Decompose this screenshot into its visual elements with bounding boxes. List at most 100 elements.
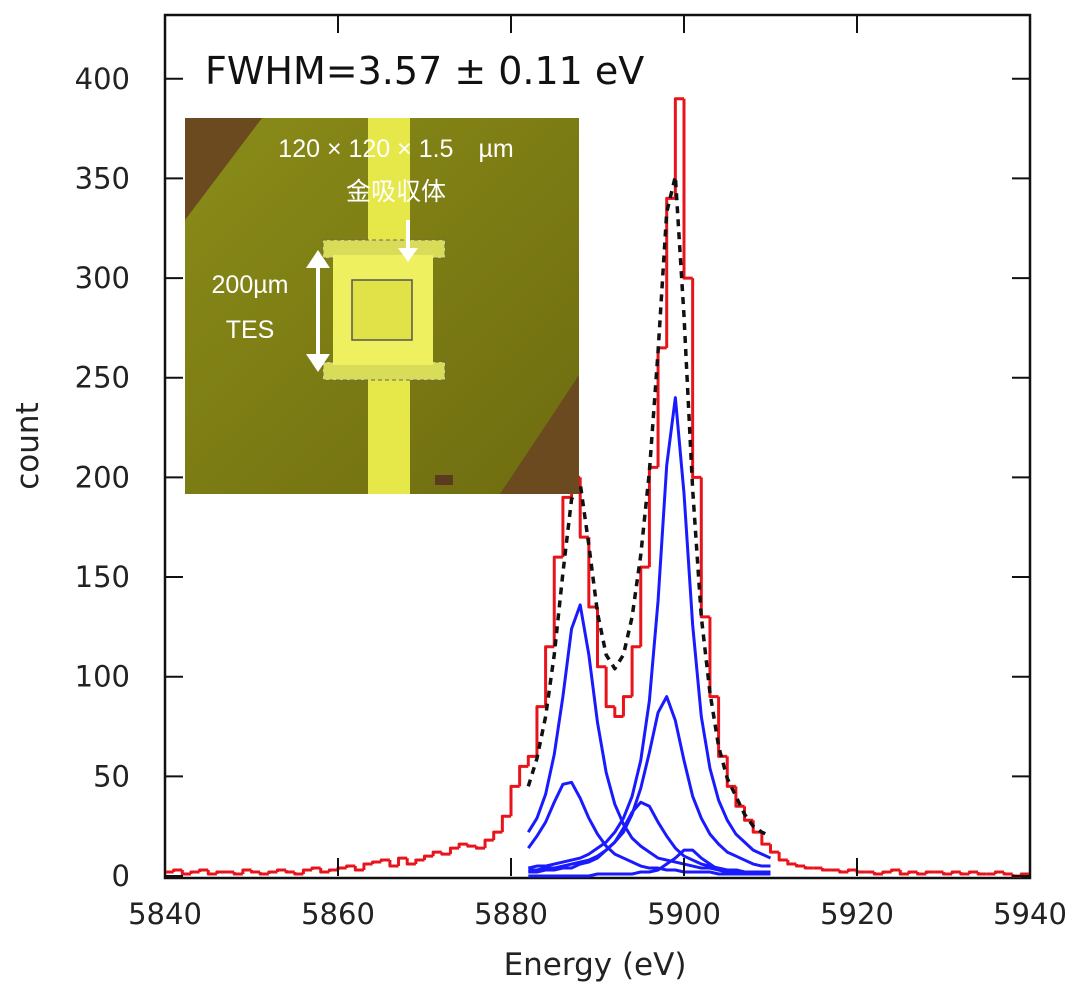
histogram-bin <box>509 784 520 817</box>
histogram-bin <box>691 278 702 479</box>
histogram-bin <box>293 872 304 876</box>
histogram-bin <box>198 868 209 873</box>
histogram-bin <box>405 858 416 866</box>
photo-pad <box>322 239 446 259</box>
y-tick-label: 150 <box>75 560 130 594</box>
axes: 0 50 100 150 200 250 300 350 400 5840 5860 5880 5900… <box>75 15 1067 931</box>
histogram-bin <box>172 868 183 873</box>
histogram-bin <box>665 196 676 348</box>
histogram-bin <box>258 872 269 876</box>
y-tick-label: 0 <box>112 859 130 893</box>
histogram-bin <box>275 868 287 873</box>
component-curve <box>527 396 772 870</box>
histogram-bin <box>777 852 788 862</box>
histogram-bin <box>371 860 382 865</box>
x-tick-label: 5920 <box>820 897 894 931</box>
histogram-bin <box>950 870 961 875</box>
histogram-bin <box>310 866 321 871</box>
histogram-bin <box>215 870 226 875</box>
histogram-bin <box>604 666 615 709</box>
histogram-bin <box>976 872 987 876</box>
histogram-bin <box>613 706 624 719</box>
component-curve <box>528 848 771 878</box>
y-tick-label: 50 <box>93 759 130 793</box>
inset-photo: 120 × 120 × 1.5 µm 金吸収体 200µm TES <box>185 118 579 494</box>
photo-corner <box>500 375 579 494</box>
histogram-bin <box>708 616 719 699</box>
histogram-bin <box>448 846 460 855</box>
histogram-bin <box>803 866 814 870</box>
arrow-head <box>398 248 418 262</box>
histogram-bin <box>587 537 598 609</box>
histogram-bin <box>518 764 529 787</box>
histogram-bin <box>466 844 477 848</box>
y-tick-label: 100 <box>75 660 130 694</box>
histogram-bin <box>967 870 979 875</box>
y-tick-label: 400 <box>75 62 130 96</box>
histogram-bin <box>267 870 278 875</box>
histogram-bin <box>241 868 252 875</box>
y-tick-label: 300 <box>75 261 130 295</box>
histogram-bin <box>734 786 745 808</box>
histogram-bin <box>379 858 390 863</box>
histogram-bin <box>345 864 356 869</box>
x-tick-label: 5940 <box>993 897 1067 931</box>
histogram-bin <box>881 870 892 875</box>
arrow-head <box>306 250 330 268</box>
histogram-bin <box>561 495 572 558</box>
histogram-bin <box>319 868 330 874</box>
x-axis-label: Energy (eV) <box>504 947 687 983</box>
histogram-bin <box>725 756 736 788</box>
histogram-bin <box>414 858 425 865</box>
fit-curve <box>526 174 772 838</box>
histogram-bin <box>1002 872 1013 876</box>
photo-square <box>351 279 413 341</box>
histogram-bin <box>388 860 399 868</box>
histogram-bin <box>353 866 364 872</box>
histogram-bin <box>916 872 927 876</box>
y-tick-label: 200 <box>75 460 130 494</box>
histogram-bin <box>924 870 935 875</box>
photo-pad <box>322 361 446 381</box>
annotation: 120 × 120 × 1.5 µm <box>278 135 513 163</box>
y-tick-label: 250 <box>75 361 130 395</box>
histogram-bin <box>760 832 771 846</box>
histogram-bin <box>907 870 918 875</box>
histogram-bin <box>189 870 200 875</box>
histogram-bin <box>440 852 451 856</box>
histogram-bin <box>717 696 728 758</box>
annotation: 金吸収体 <box>346 178 446 206</box>
histogram-bin <box>362 862 373 871</box>
histogram-bin <box>898 870 909 876</box>
component-curve <box>527 780 771 876</box>
histogram-bin <box>301 868 313 875</box>
histogram-bin <box>846 868 857 873</box>
component-curve <box>528 800 771 874</box>
histogram-bin <box>872 872 883 876</box>
histogram-bin <box>596 606 607 669</box>
x-tick-label: 5840 <box>128 897 202 931</box>
histogram-bin <box>890 868 901 873</box>
histogram-bin <box>397 856 408 867</box>
histogram-bin <box>838 870 849 874</box>
chart-title: FWHM=3.57 ± 0.11 eV <box>205 49 644 93</box>
histogram-bin <box>180 870 191 876</box>
histogram-bin <box>474 846 486 850</box>
annotation: 200µm <box>212 271 289 299</box>
component-curve <box>528 695 771 872</box>
annotation: TES <box>226 316 275 344</box>
histogram-bin <box>431 850 442 857</box>
histogram-bin <box>682 98 693 280</box>
histogram-bin <box>423 854 434 861</box>
histogram-bin <box>820 868 832 872</box>
histogram-bin <box>621 695 633 717</box>
y-tick-label: 350 <box>75 161 130 195</box>
plot-area <box>165 97 1030 878</box>
histogram-bin <box>794 864 806 868</box>
histogram-bin <box>500 814 511 833</box>
histogram-bin <box>526 754 537 767</box>
histogram-bin <box>544 645 555 707</box>
histogram-bin <box>552 555 563 647</box>
